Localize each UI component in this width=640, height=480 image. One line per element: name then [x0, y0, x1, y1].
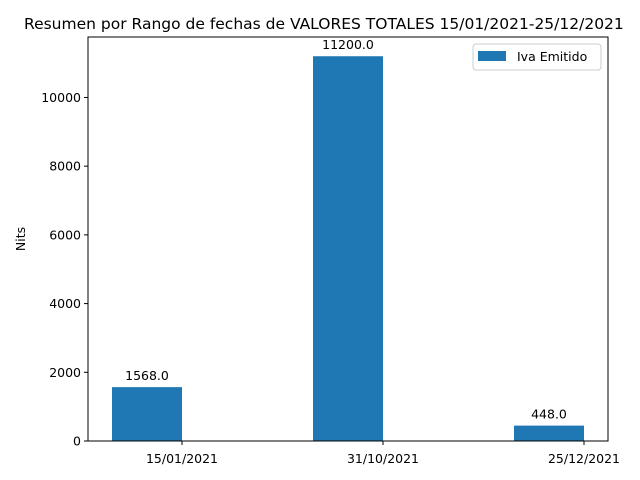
data-label: 448.0	[531, 407, 567, 422]
y-tick-label: 8000	[49, 159, 81, 174]
legend-box	[472, 43, 602, 71]
bar-iva-emitido-1	[313, 56, 383, 441]
y-tick-label: 2000	[49, 365, 81, 380]
x-tick-label: 25/12/2021	[548, 451, 620, 466]
bar-iva-emitido-2	[514, 425, 584, 441]
y-tick-label: 4000	[49, 296, 81, 311]
legend-swatch	[478, 51, 506, 61]
y-axis-label: Nits	[13, 227, 28, 251]
y-tick-label: 10000	[41, 90, 81, 105]
legend-label-iva-emitido: Iva Emitido	[517, 49, 587, 64]
x-tick-label: 15/01/2021	[146, 451, 218, 466]
y-tick-label: 0	[73, 434, 81, 449]
data-label: 11200.0	[322, 37, 374, 52]
x-tick-label: 31/10/2021	[347, 451, 419, 466]
chart-title: Resumen por Rango de fechas de VALORES T…	[24, 15, 624, 33]
data-label: 1568.0	[125, 368, 169, 383]
x-axis: 15/01/2021 31/10/2021 25/12/2021	[146, 441, 620, 466]
y-axis: 0 2000 4000 6000 8000 10000	[41, 90, 88, 449]
bar-iva-emitido-0	[112, 387, 182, 441]
y-tick-label: 6000	[49, 227, 81, 242]
plot-frame	[87, 36, 609, 442]
plot-area: 1568.0 11200.0 448.0	[112, 37, 584, 441]
legend: Iva Emitido	[472, 43, 602, 71]
